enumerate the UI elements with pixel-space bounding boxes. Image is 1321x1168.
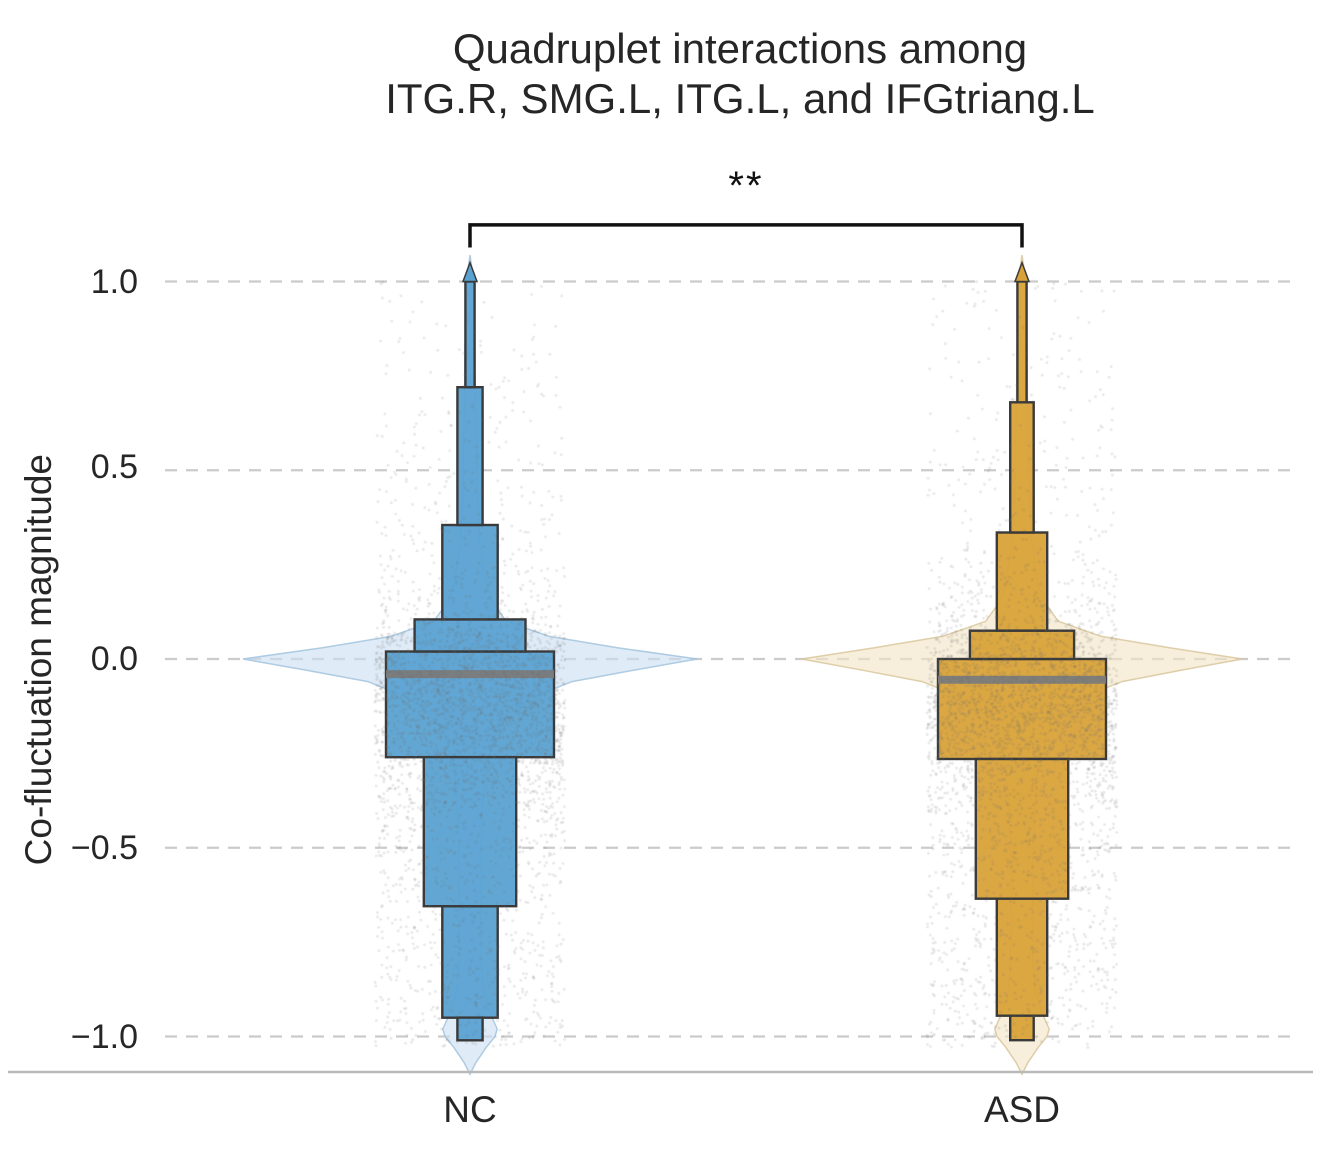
boxen-box-asd [995, 897, 1049, 1017]
boxen-box-asd [936, 657, 1108, 761]
boxen-box-nc [422, 755, 518, 908]
boxen-box-asd [974, 757, 1070, 900]
boxen-box-nc [456, 1016, 484, 1042]
y-tick-1-0: 1.0 [90, 263, 138, 301]
chart-title-line2: ITG.R, SMG.L, ITG.L, and IFGtriang.L [385, 75, 1095, 122]
y-tick-0-5: 0.5 [90, 448, 138, 486]
significance-label: ** [728, 164, 764, 208]
boxen-box-nc [441, 905, 499, 1019]
boxen-box-nc [384, 650, 556, 759]
boxen-box-nc [441, 523, 499, 621]
boxen-top-tip-asd [1013, 260, 1031, 283]
y-tick-neg-1-0: −1.0 [70, 1018, 138, 1056]
chart-title-line1: Quadruplet interactions among [452, 25, 1028, 72]
boxen-box-nc [456, 386, 484, 527]
x-tick-nc: NC [443, 1089, 497, 1130]
boxen-box-asd [1016, 280, 1028, 404]
y-tick-neg-0-5: −0.5 [70, 829, 138, 867]
boxen-top-tip-nc [461, 260, 479, 283]
significance-bracket [468, 223, 1024, 248]
boxen-box-asd [968, 629, 1076, 661]
boxen-box-asd [1009, 1014, 1035, 1042]
boxen-box-asd [1009, 401, 1035, 534]
y-tick-0-0: 0.0 [90, 640, 138, 678]
boxen-box-nc [464, 280, 476, 389]
boxen-box-nc [413, 618, 527, 653]
boxen-box-asd [995, 531, 1049, 632]
chart-title: Quadruplet interactions among ITG.R, SMG… [160, 24, 1320, 124]
x-tick-asd: ASD [983, 1089, 1061, 1130]
